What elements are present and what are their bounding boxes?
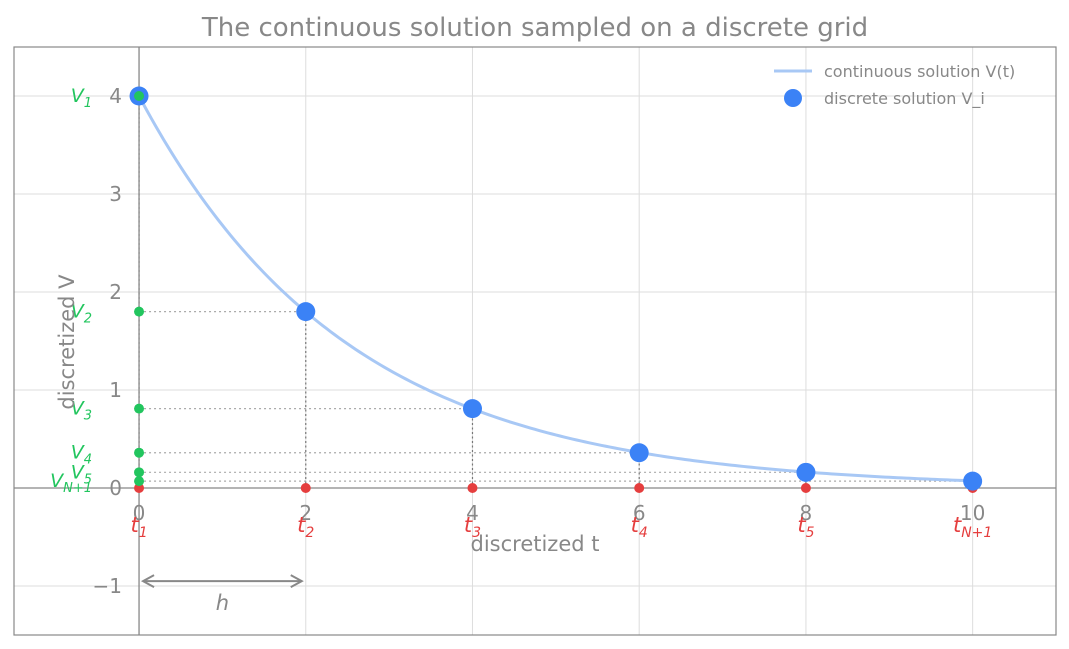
continuous-series	[137, 95, 973, 483]
v-label-base: V	[71, 442, 86, 464]
v-label-base: V	[71, 398, 86, 420]
t-label-base: t	[464, 513, 473, 537]
v-label: V2	[71, 301, 92, 327]
x-tick-label: 6	[633, 501, 646, 525]
step-size-label: h	[216, 591, 229, 615]
t-label-subscript: 3	[472, 525, 481, 541]
y-tick-label: 4	[109, 84, 122, 108]
y-tick-label: 0	[109, 476, 122, 500]
v-label-base: V	[71, 461, 86, 483]
v-label: V3	[71, 398, 92, 424]
v-grid-point	[134, 91, 145, 101]
t-label-base: t	[797, 513, 806, 537]
t-label-base: t	[953, 513, 962, 537]
continuous-solution-curve	[137, 95, 973, 483]
chart-title: The continuous solution sampled on a dis…	[201, 13, 868, 43]
t-label: tN+1	[953, 513, 992, 541]
discrete-point	[629, 443, 649, 463]
x-tick-label: 4	[466, 501, 479, 525]
v-label-base: V	[50, 470, 65, 492]
v-label: VN+1	[50, 470, 92, 496]
discrete-point	[796, 462, 816, 482]
y-tick-label: 3	[109, 182, 122, 206]
discrete-point	[963, 471, 983, 491]
t-label: t1	[130, 513, 147, 541]
discrete-series	[129, 86, 983, 493]
axes	[13, 46, 1057, 636]
x-tick-label: 8	[800, 501, 813, 525]
v-label-subscript: 3	[84, 409, 92, 424]
discrete-point	[296, 302, 316, 322]
v-label-subscript: 2	[84, 312, 92, 327]
x-tick-label: 10	[960, 501, 985, 525]
plot-frame	[13, 46, 1057, 636]
t-label-subscript: 2	[305, 525, 314, 541]
t-label-subscript: 4	[639, 525, 648, 541]
step-annotation: h	[140, 574, 304, 615]
t-label-base: t	[297, 513, 306, 537]
v-label: V1	[71, 85, 92, 111]
t-grid-point	[634, 483, 645, 493]
legend: continuous solution V(t) discrete soluti…	[774, 62, 1015, 109]
y-tick-label: 1	[109, 378, 122, 402]
t-label-subscript: 5	[806, 525, 815, 541]
v-label-subscript: 4	[84, 453, 92, 468]
legend-marker-swatch	[784, 89, 802, 107]
v-label-subscript: N+1	[63, 481, 92, 496]
t-label-base: t	[631, 513, 640, 537]
t-label: t3	[464, 513, 481, 541]
v-label: V5	[71, 461, 92, 487]
t-label: t2	[297, 513, 314, 541]
t-label-subscript: N+1	[961, 525, 992, 541]
v-grid-point	[134, 467, 145, 478]
y-tick-label: −1	[93, 574, 122, 598]
v-grid-point	[134, 306, 145, 317]
v-label-base: V	[71, 85, 86, 107]
y-axis-label: discretized V	[55, 274, 79, 410]
v-label: V4	[71, 442, 92, 468]
step-arrow-head-right	[290, 574, 304, 588]
v-grid-point	[134, 403, 145, 414]
t-label: t4	[631, 513, 648, 541]
v-grid-point	[134, 476, 145, 487]
x-axis-label: discretized t	[471, 532, 600, 556]
y-tick-label: 2	[109, 280, 122, 304]
x-tick-label: 0	[133, 501, 146, 525]
t-label-subscript: 1	[139, 525, 148, 541]
t-grid-point	[467, 483, 478, 493]
t-label-base: t	[130, 513, 139, 537]
step-arrow-head-left	[140, 574, 155, 588]
legend-label-continuous: continuous solution V(t)	[824, 62, 1015, 81]
t-grid-point	[800, 483, 811, 493]
t-grid-point	[134, 483, 145, 493]
t-label: t5	[797, 513, 814, 541]
grid-layer	[14, 47, 1056, 635]
v-label-base: V	[71, 301, 86, 323]
t-grid-point	[300, 483, 311, 493]
v-label-subscript: 1	[84, 96, 92, 111]
x-tick-label: 2	[299, 501, 312, 525]
v-label-subscript: 5	[84, 472, 92, 487]
legend-label-discrete: discrete solution V_i	[824, 89, 985, 109]
discrete-point	[462, 399, 482, 419]
v-grid-point	[134, 447, 145, 458]
